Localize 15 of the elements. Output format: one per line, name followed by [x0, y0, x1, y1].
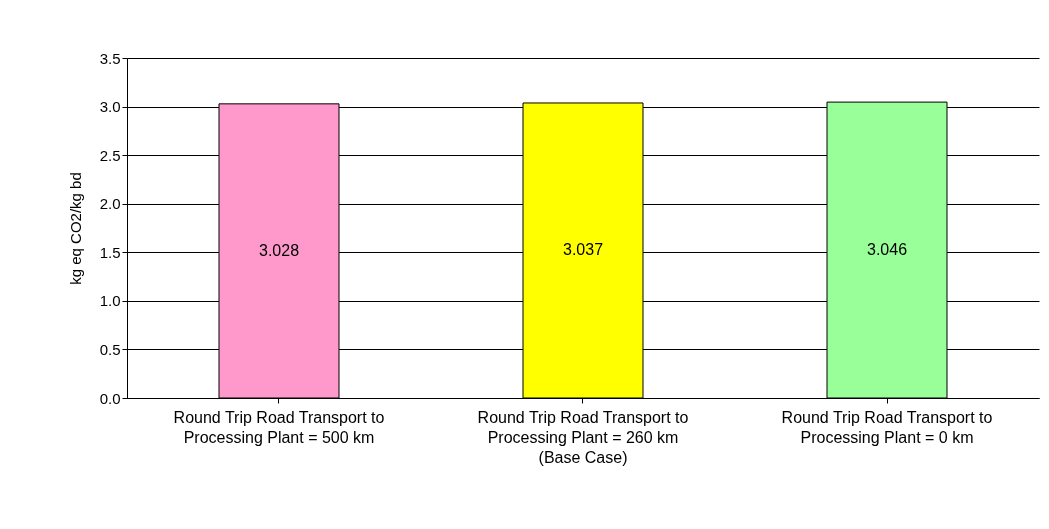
x-tick-label: Round Trip Road Transport to Processing Plant = 0 km [781, 408, 993, 446]
data-label: 3.028 [258, 241, 300, 259]
y-tick-label: 0.5 [99, 340, 121, 358]
x-tick-label: Round Trip Road Transport to Processing Plant = 500 km [173, 408, 385, 446]
y-tick-label: 3.5 [99, 49, 121, 67]
y-axis-title: kg eq CO2/kg bd [66, 172, 84, 285]
y-tick-label: 3.0 [99, 98, 121, 116]
y-tick-label: 2.5 [99, 146, 121, 164]
y-tick-label: 1.5 [99, 243, 121, 261]
y-tick-label: 2.0 [99, 195, 121, 213]
data-label: 3.046 [866, 241, 908, 259]
x-tick-label: Round Trip Road Transport to Processing Plant = 260 km (Base Case) [477, 408, 689, 466]
y-tick-label: 1.0 [99, 292, 121, 310]
data-label: 3.037 [562, 241, 604, 259]
y-tick-label: 0.0 [99, 389, 121, 407]
